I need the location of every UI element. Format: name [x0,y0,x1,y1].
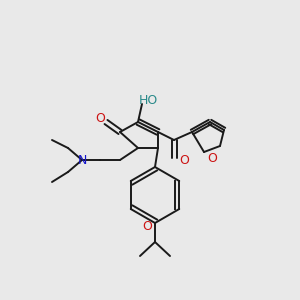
Text: O: O [179,154,189,166]
Text: O: O [95,112,105,124]
Text: O: O [142,220,152,233]
Text: N: N [77,154,87,166]
Text: O: O [207,152,217,164]
Text: HO: HO [138,94,158,106]
